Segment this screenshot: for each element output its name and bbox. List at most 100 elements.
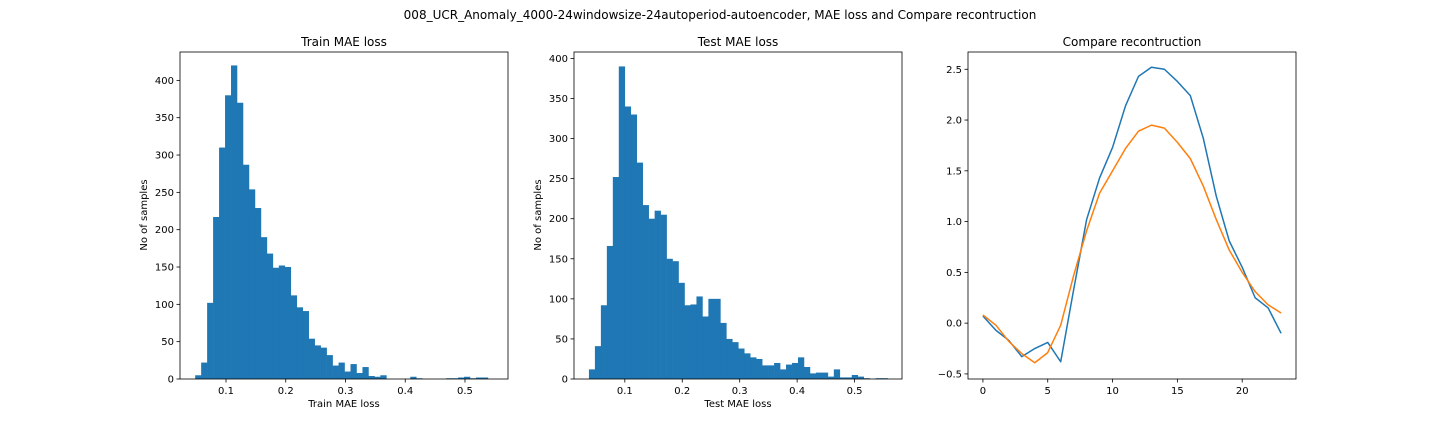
test-histogram-bar [702, 316, 709, 379]
test-histogram-bar [774, 362, 781, 379]
train-histogram-bar [225, 95, 232, 380]
train-histogram-x-tick-label: 0.2 [278, 386, 294, 397]
test-histogram-frame [573, 51, 903, 380]
test-histogram-bar [588, 369, 596, 379]
train-histogram-title: Train MAE loss [300, 35, 387, 49]
test-histogram-bar [786, 364, 793, 379]
train-histogram-panel: Train MAE loss 0.1 0.2 0.3 0.4 0.5 0 50 100 150… [139, 35, 509, 410]
test-histogram-bar [845, 377, 853, 379]
train-histogram-ylabel: No of samples [139, 179, 150, 250]
train-histogram-bar [380, 375, 387, 379]
train-histogram-bar [195, 375, 202, 379]
reconstruction-frame [967, 51, 1297, 380]
train-histogram-bar [314, 345, 321, 379]
train-histogram-bar [254, 208, 262, 379]
test-histogram-bar [726, 338, 733, 379]
train-histogram-y-tick-label: 300 [155, 151, 174, 162]
test-histogram-bar [839, 377, 847, 379]
train-histogram-bars [195, 65, 489, 380]
reconstruction-y-tick-label: 2.5 [946, 65, 962, 76]
reconstruction-x-tick-label: 15 [1171, 386, 1184, 397]
test-histogram-bar [762, 365, 769, 380]
train-histogram-bar [320, 347, 327, 379]
train-histogram-y-tick-label: 0 [168, 375, 174, 386]
train-histogram-bar [344, 371, 351, 379]
train-histogram-bar [207, 302, 214, 379]
test-histogram-bar [624, 106, 632, 379]
train-histogram-x-tick-label: 0.4 [397, 386, 413, 397]
train-histogram-bar [332, 365, 339, 379]
test-histogram-bar [744, 353, 751, 379]
train-histogram-x-tick-label: 0.5 [457, 386, 473, 397]
train-histogram-bar [368, 376, 375, 379]
reconstruction-x-tick-label: 0 [980, 386, 986, 397]
train-histogram-x-tick-label: 0.3 [338, 386, 354, 397]
test-histogram-bar [797, 357, 805, 379]
train-histogram-y-tick-label: 350 [155, 113, 174, 124]
train-histogram-frame [179, 51, 509, 380]
test-histogram-bar [803, 366, 811, 379]
test-histogram-y-tick-label: 350 [549, 94, 568, 105]
reconstruction-panel: Compare recontruction 0 5 10 15 20 −0.5 0.0 0.… [938, 35, 1297, 397]
train-histogram-bar [464, 376, 471, 379]
train-histogram-y-tick-label: 400 [155, 76, 174, 87]
test-histogram-x-tick-label: 0.3 [732, 386, 748, 397]
train-histogram-bar [219, 147, 226, 379]
test-histogram-y-tick-label: 150 [549, 254, 568, 265]
test-histogram-bar [642, 205, 649, 379]
train-histogram-bar [374, 376, 381, 379]
train-histogram-y-tick-label: 200 [155, 225, 174, 236]
reconstruction-y-tick-label: 1.5 [946, 166, 962, 177]
reconstruction-y-tick-label: 0.5 [946, 268, 962, 279]
reconstruction-y-axis: −0.5 0.0 0.5 1.0 1.5 2.0 2.5 [938, 65, 968, 380]
test-histogram-bar [684, 305, 691, 379]
reconstruction-y-tick-label: 1.0 [946, 217, 962, 228]
test-histogram-bar [654, 210, 661, 379]
train-histogram-bar [237, 102, 244, 380]
test-histogram-bar [594, 346, 602, 379]
test-histogram-bar [851, 374, 859, 379]
test-histogram-y-tick-label: 250 [549, 174, 568, 185]
test-histogram-bar [636, 162, 643, 379]
train-histogram-y-tick-label: 50 [161, 337, 174, 348]
train-histogram-bar [278, 265, 286, 379]
test-histogram-ylabel: No of samples [533, 179, 544, 250]
reconstruction-x-tick-label: 5 [1045, 386, 1051, 397]
train-histogram-bar [326, 355, 333, 379]
reconstruction-y-tick-label: 0.0 [946, 319, 962, 330]
test-histogram-bar [696, 296, 703, 379]
test-histogram-x-tick-label: 0.1 [617, 386, 633, 397]
train-histogram-bar [272, 267, 280, 379]
test-histogram-bar [612, 177, 620, 379]
train-histogram-bar [338, 362, 345, 379]
reconstruction-series-2-line [982, 124, 1282, 364]
test-histogram-bar [768, 365, 775, 380]
reconstruction-lines [982, 66, 1282, 364]
test-histogram-x-tick-label: 0.4 [789, 386, 805, 397]
train-histogram-bar [296, 307, 304, 379]
test-histogram-bar [821, 372, 829, 379]
train-histogram-bar [356, 373, 363, 379]
reconstruction-x-tick-label: 10 [1106, 386, 1119, 397]
train-histogram-xlabel: Train MAE loss [307, 399, 379, 410]
reconstruction-series-1-line [982, 66, 1282, 363]
test-histogram-bar [714, 298, 721, 379]
figure-suptitle: 008_UCR_Anomaly_4000-24windowsize-24auto… [404, 8, 1037, 22]
train-histogram-y-tick-label: 250 [155, 188, 174, 199]
test-histogram-bar [827, 376, 835, 379]
train-histogram-bar [231, 65, 238, 379]
train-histogram-bar [410, 376, 417, 379]
train-histogram-bar [362, 367, 369, 379]
train-histogram-bar [284, 267, 292, 379]
test-histogram-bar [678, 282, 685, 379]
train-histogram-bar [213, 216, 220, 379]
test-histogram-bar [809, 373, 817, 379]
test-histogram-bar [815, 372, 823, 379]
train-histogram-x-axis: 0.1 0.2 0.3 0.4 0.5 [218, 379, 473, 397]
train-histogram-y-tick-label: 100 [155, 300, 174, 311]
test-histogram-x-tick-label: 0.5 [847, 386, 863, 397]
test-histogram-y-tick-label: 200 [549, 214, 568, 225]
test-histogram-bar [672, 261, 679, 379]
test-histogram-title: Test MAE loss [697, 35, 779, 49]
test-histogram-x-tick-label: 0.2 [674, 386, 690, 397]
